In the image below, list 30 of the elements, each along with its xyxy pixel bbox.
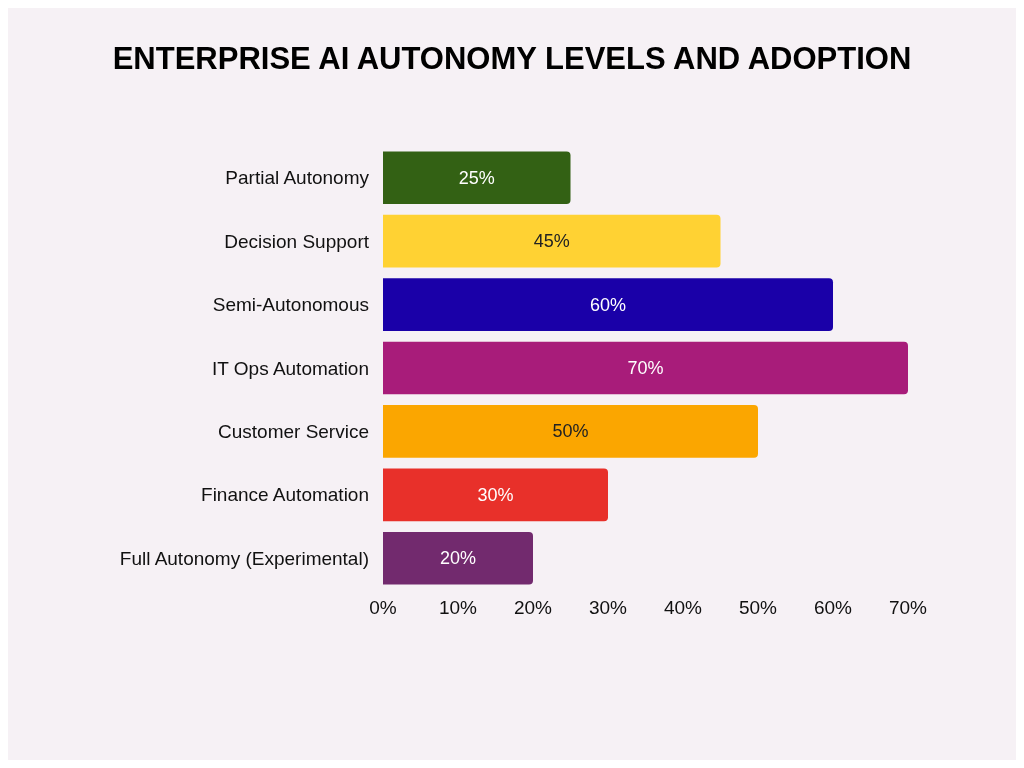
y-tick-label: Customer Service bbox=[218, 420, 369, 442]
y-tick-label: IT Ops Automation bbox=[211, 357, 369, 379]
data-label: 50% bbox=[552, 421, 589, 442]
data-label: 20% bbox=[439, 548, 477, 569]
y-tick-label: Full Autonomy (Experimental) bbox=[119, 547, 369, 569]
x-tick-label: 30% bbox=[588, 597, 628, 618]
y-tick-label: Semi-Autonomous bbox=[212, 294, 369, 316]
x-tick-label: 10% bbox=[438, 597, 478, 618]
x-tick-label: 50% bbox=[738, 597, 778, 618]
data-label: 70% bbox=[627, 358, 664, 378]
bar bbox=[383, 278, 833, 331]
data-label: 60% bbox=[589, 294, 627, 315]
y-tick-label: Decision Support bbox=[224, 230, 370, 252]
x-tick-label: 20% bbox=[513, 597, 553, 618]
y-tick-label: Finance Automation bbox=[201, 484, 369, 506]
y-tick-label: Partial Autonomy bbox=[225, 167, 370, 189]
bar bbox=[383, 214, 721, 268]
x-tick-label: 0% bbox=[369, 597, 397, 618]
x-tick-label: 40% bbox=[663, 597, 703, 618]
data-label: 30% bbox=[477, 484, 514, 505]
data-label: 25% bbox=[458, 167, 495, 188]
bar bbox=[383, 531, 533, 585]
bar bbox=[383, 405, 758, 458]
x-tick-label: 60% bbox=[813, 597, 853, 618]
chart-title: ENTERPRISE AI AUTONOMY LEVELS AND ADOPTION bbox=[112, 41, 912, 76]
bar bbox=[383, 341, 908, 395]
x-tick-label: 70% bbox=[888, 597, 928, 618]
data-label: 45% bbox=[533, 231, 570, 252]
bar bbox=[383, 151, 571, 205]
bar bbox=[383, 468, 608, 522]
